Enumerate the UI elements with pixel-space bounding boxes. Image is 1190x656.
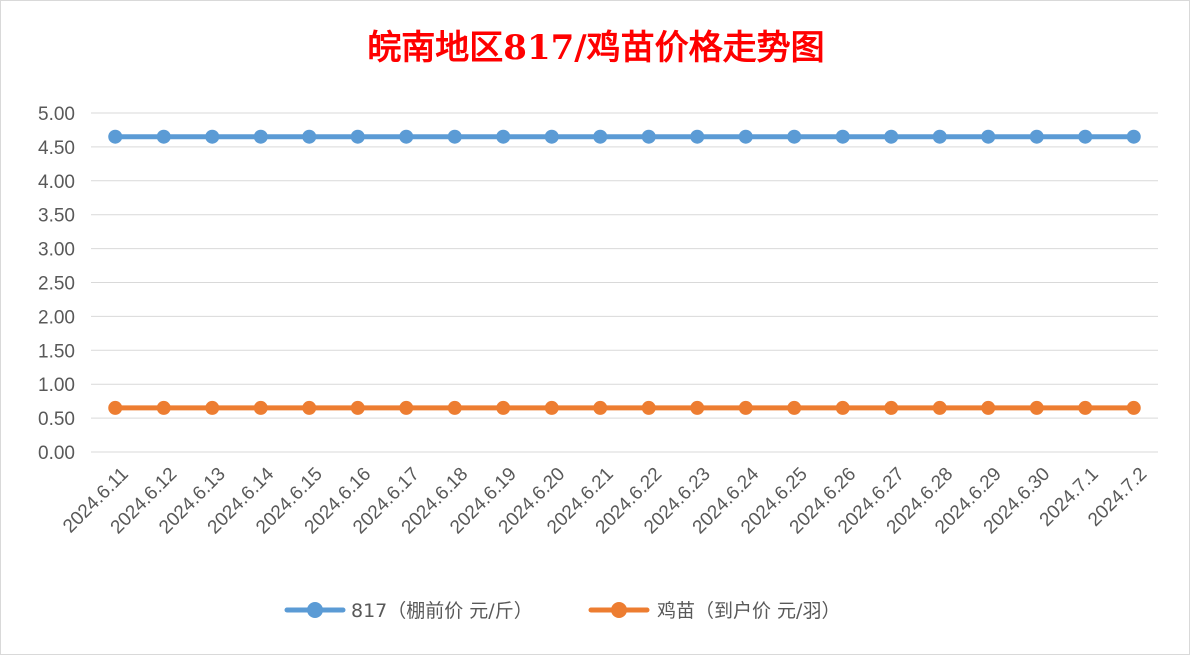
legend-marker <box>611 602 627 618</box>
y-tick-label: 5.00 <box>38 104 75 125</box>
data-point <box>981 129 996 144</box>
y-tick-label: 1.50 <box>38 341 75 362</box>
data-point <box>399 400 414 415</box>
data-point <box>738 400 753 415</box>
data-point <box>1029 129 1044 144</box>
data-point <box>205 400 220 415</box>
data-point <box>205 129 220 144</box>
data-point <box>108 129 123 144</box>
data-point <box>350 129 365 144</box>
data-point <box>253 400 268 415</box>
y-tick-label: 0.50 <box>38 409 75 430</box>
data-point <box>253 129 268 144</box>
data-point <box>1078 400 1093 415</box>
data-point <box>738 129 753 144</box>
data-point <box>932 400 947 415</box>
data-point <box>544 400 559 415</box>
y-tick-label: 3.50 <box>38 206 75 227</box>
data-point <box>1078 129 1093 144</box>
data-point <box>884 129 899 144</box>
data-point <box>1029 400 1044 415</box>
gridlines <box>91 112 1158 453</box>
data-point <box>302 129 317 144</box>
data-point <box>447 129 462 144</box>
data-point <box>496 400 511 415</box>
legend-item: 817（棚前价 元/斤） <box>284 600 533 622</box>
data-point <box>932 129 947 144</box>
y-tick-label: 1.00 <box>38 375 75 396</box>
series-2 <box>108 400 1141 415</box>
legend-item: 鸡苗（到户价 元/羽） <box>588 600 840 622</box>
series-1 <box>108 129 1141 144</box>
y-tick-label: 0.00 <box>38 443 75 464</box>
data-point <box>108 400 123 415</box>
data-point <box>835 129 850 144</box>
data-point <box>835 400 850 415</box>
data-point <box>496 129 511 144</box>
data-point <box>641 129 656 144</box>
data-point <box>641 400 656 415</box>
data-point <box>690 129 705 144</box>
data-point <box>593 400 608 415</box>
data-point <box>399 129 414 144</box>
series-layer <box>108 129 1141 415</box>
x-axis-ticks: 2024.6.112024.6.122024.6.132024.6.142024… <box>59 463 1151 538</box>
chart-title: 皖南地区817/鸡苗价格走势图 <box>367 28 824 68</box>
legend-marker <box>307 602 323 618</box>
y-tick-label: 3.00 <box>38 240 75 261</box>
y-tick-label: 2.50 <box>38 274 75 295</box>
data-point <box>1126 400 1141 415</box>
data-point <box>787 400 802 415</box>
y-tick-label: 4.00 <box>38 172 75 193</box>
y-tick-label: 4.50 <box>38 138 75 159</box>
data-point <box>884 400 899 415</box>
legend-label: 鸡苗（到户价 元/羽） <box>657 600 840 622</box>
data-point <box>1126 129 1141 144</box>
data-point <box>156 129 171 144</box>
y-tick-label: 2.00 <box>38 307 75 328</box>
data-point <box>544 129 559 144</box>
legend: 817（棚前价 元/斤） 鸡苗（到户价 元/羽） <box>284 600 840 622</box>
data-point <box>787 129 802 144</box>
data-point <box>593 129 608 144</box>
data-point <box>447 400 462 415</box>
data-point <box>302 400 317 415</box>
data-point <box>981 400 996 415</box>
y-axis-ticks: 0.00 0.50 1.00 1.50 2.00 2.50 3.00 3.50 4.00 4.50… <box>38 104 75 464</box>
data-point <box>690 400 705 415</box>
data-point <box>350 400 365 415</box>
legend-label: 817（棚前价 元/斤） <box>351 600 533 622</box>
data-point <box>156 400 171 415</box>
